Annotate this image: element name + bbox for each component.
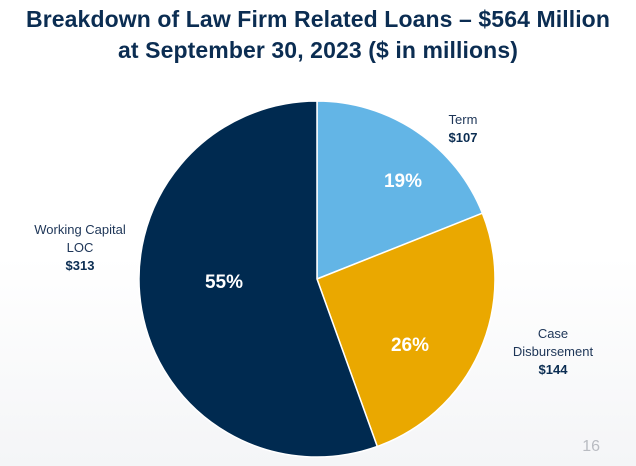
percent-label-working-capital-loc: 55% <box>205 272 243 293</box>
category-label-working-capital-loc: LOC <box>67 240 94 255</box>
value-label-working-capital-loc: $313 <box>66 258 95 273</box>
percent-label-case-disbursement: 26% <box>391 335 429 356</box>
value-label-term: $107 <box>449 130 478 145</box>
pie-slices <box>138 100 496 458</box>
category-label-working-capital-loc: Working Capital <box>34 222 126 237</box>
value-label-case-disbursement: $144 <box>539 362 569 377</box>
pie-labels: 19% Term $107 26% Case Disbursement $144 55% Wor… <box>34 112 593 377</box>
title-line-1: Breakdown of Law Firm Related Loans – $5… <box>26 6 610 32</box>
category-label-case-disbursement: Case <box>538 326 568 341</box>
pie-slice-working-capital-loc <box>138 100 379 458</box>
pie-slice-term <box>316 100 484 281</box>
page-title: Breakdown of Law Firm Related Loans – $5… <box>0 4 636 66</box>
category-label-term: Term <box>449 112 478 127</box>
page-number: 16 <box>582 438 600 455</box>
percent-label-term: 19% <box>384 171 422 192</box>
pie-slice-case-disbursement <box>316 212 496 448</box>
category-label-case-disbursement: Disbursement <box>513 344 594 359</box>
title-line-2: at September 30, 2023 ($ in millions) <box>118 37 518 63</box>
